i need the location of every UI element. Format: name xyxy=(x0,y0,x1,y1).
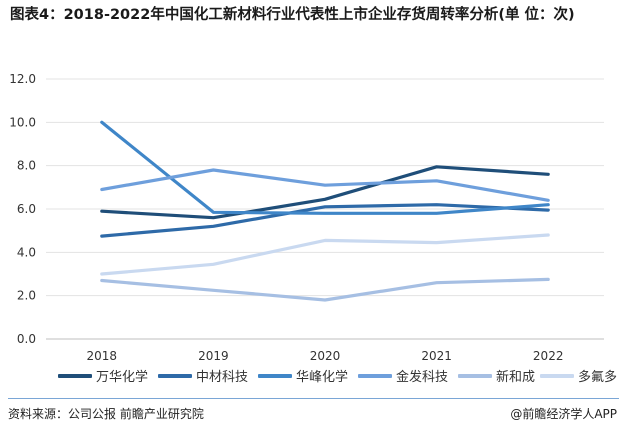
legend-label: 万华化学 xyxy=(96,370,149,385)
legend-item: 新和成 xyxy=(458,366,535,385)
legend-label: 中材科技 xyxy=(196,370,249,385)
legend-swatch xyxy=(158,373,192,378)
legend-swatch xyxy=(258,373,292,378)
legend-label: 金发科技 xyxy=(396,370,449,385)
x-tick-label: 2021 xyxy=(421,349,452,363)
series-line-0 xyxy=(100,165,550,220)
legend-label: 多氟多 xyxy=(578,370,618,385)
y-tick-label: 12.0 xyxy=(9,72,36,86)
y-tick-label: 4.0 xyxy=(17,245,36,259)
y-tick-label: 6.0 xyxy=(17,202,36,216)
legend: 万华化学 中材科技 华峰化学 金发科技 新和成 多氟多 xyxy=(0,366,627,388)
y-tick-label: 2.0 xyxy=(17,289,36,303)
legend-item: 金发科技 xyxy=(358,366,448,385)
source-note: 资料来源：公司公报 前瞻产业研究院 xyxy=(8,407,204,421)
legend-item: 万华化学 xyxy=(58,366,148,385)
legend-swatch xyxy=(458,373,492,378)
y-tick-label: 10.0 xyxy=(9,115,36,129)
legend-item: 中材科技 xyxy=(158,366,248,385)
legend-label: 新和成 xyxy=(496,370,536,385)
y-tick-label: 8.0 xyxy=(17,159,36,173)
legend-swatch xyxy=(358,373,392,378)
legend-item: 多氟多 xyxy=(540,366,617,385)
series-lines xyxy=(100,120,550,302)
brand-credit: @前瞻经济学人APP xyxy=(510,407,617,421)
x-tick-label: 2019 xyxy=(198,349,229,363)
footer-divider xyxy=(8,398,619,399)
series-line-5 xyxy=(100,233,550,276)
series-line-2 xyxy=(100,120,550,215)
x-tick-label: 2018 xyxy=(87,349,118,363)
legend-swatch xyxy=(540,373,574,378)
y-tick-label: 0.0 xyxy=(17,332,36,346)
x-axis: 2018 2019 2020 2021 2022 xyxy=(87,349,564,363)
y-axis: 0.0 2.0 4.0 6.0 8.0 10.0 12.0 xyxy=(9,72,36,346)
series-line-4 xyxy=(100,277,550,302)
x-tick-label: 2022 xyxy=(533,349,564,363)
legend-swatch xyxy=(58,373,92,378)
legend-label: 华峰化学 xyxy=(296,370,349,385)
chart-title: 图表4：2018-2022年中国化工新材料行业代表性上市企业存货周转率分析(单 … xyxy=(10,7,575,23)
series-line-1 xyxy=(100,203,550,238)
series-line-3 xyxy=(100,168,550,202)
x-tick-label: 2020 xyxy=(310,349,341,363)
legend-item: 华峰化学 xyxy=(258,366,348,385)
